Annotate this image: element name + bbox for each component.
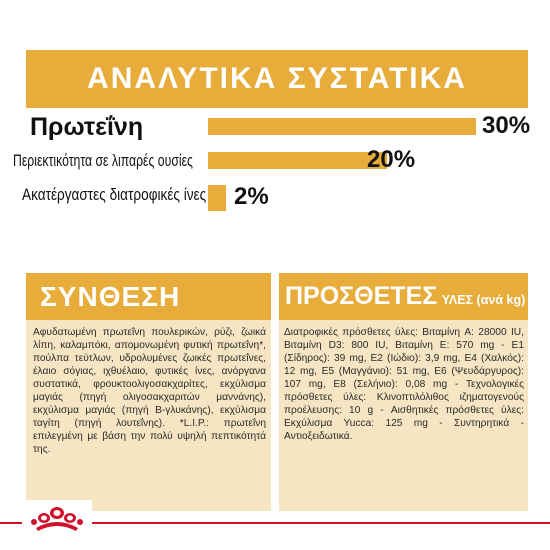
additives-header	[279, 273, 528, 320]
composition-text: Αφυδατωμένη πρωτεΐνη πουλερικών, ρύζι, ζ…	[33, 327, 266, 455]
additives-text: Διατροφικές πρόσθετες ύλες: Βιταμίνη A: …	[284, 327, 524, 442]
analysis-label-fiber: Ακατέργαστες διατροφικές ίνες	[22, 185, 207, 204]
analysis-label-protein: Πρωτεΐνη	[30, 113, 144, 141]
royal-canin-crown-icon	[31, 507, 83, 531]
analysis-bar-protein	[208, 118, 476, 135]
analysis-bar-fiber	[208, 185, 226, 211]
analysis-value-fiber: 2%	[234, 183, 269, 210]
analysis-value-protein: 30%	[482, 112, 531, 139]
page-title: ΑΝΑΛΥΤΙΚΑ ΣΥΣΤΑΤΙΚΑ	[87, 62, 467, 95]
crown-logo-container	[22, 500, 92, 534]
analysis-bar-fat	[208, 152, 387, 169]
analysis-value-fat: 20%	[367, 146, 416, 173]
additives-title-main: ΠΡΟΣΘΕΤΕΣ	[285, 282, 438, 310]
composition-header	[26, 273, 271, 320]
footer-line	[0, 522, 550, 524]
header-band	[26, 50, 528, 108]
composition-title: ΣΥΝΘΕΣΗ	[40, 281, 181, 312]
additives-title-suffix: ΥΛΕΣ (ανά kg)	[441, 293, 526, 307]
additives-title: ΠΡΟΣΘΕΤΕΣ ΥΛΕΣ (ανά kg)	[285, 273, 525, 320]
analysis-label-fat: Περιεκτικότητα σε λιπαρές ουσίες	[13, 151, 193, 170]
